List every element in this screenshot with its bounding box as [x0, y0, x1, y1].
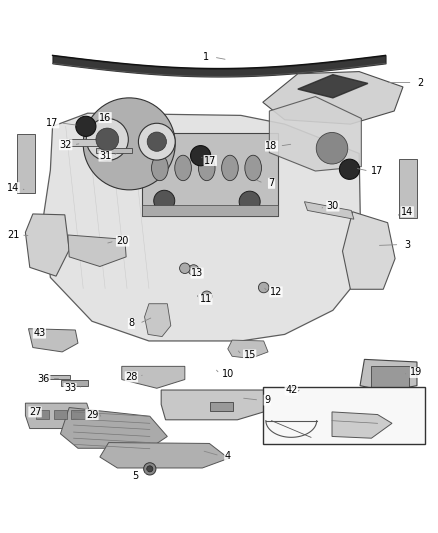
Polygon shape — [100, 442, 229, 468]
Polygon shape — [360, 359, 417, 391]
Polygon shape — [122, 366, 185, 388]
Ellipse shape — [222, 155, 238, 181]
Text: 18: 18 — [265, 141, 278, 151]
Text: 16: 16 — [99, 112, 111, 123]
Circle shape — [154, 190, 175, 211]
Circle shape — [76, 116, 96, 136]
Text: 10: 10 — [222, 369, 234, 379]
Polygon shape — [28, 329, 78, 352]
Text: 3: 3 — [404, 240, 410, 249]
Text: 7: 7 — [268, 178, 275, 188]
Ellipse shape — [245, 155, 261, 181]
Text: 43: 43 — [33, 328, 46, 338]
Polygon shape — [161, 390, 264, 420]
Bar — [17, 134, 35, 193]
Text: 4: 4 — [225, 451, 231, 461]
Polygon shape — [25, 214, 69, 276]
Circle shape — [339, 159, 360, 179]
Bar — [61, 381, 88, 386]
Polygon shape — [263, 71, 403, 124]
Text: 21: 21 — [7, 230, 19, 240]
Text: 30: 30 — [327, 201, 339, 211]
Bar — [142, 205, 278, 216]
Ellipse shape — [198, 155, 215, 181]
Circle shape — [147, 466, 153, 472]
Bar — [43, 375, 70, 378]
Circle shape — [83, 98, 175, 190]
Circle shape — [191, 146, 211, 166]
Bar — [54, 410, 67, 419]
Text: 15: 15 — [244, 350, 256, 360]
Text: 14: 14 — [401, 207, 413, 217]
Polygon shape — [60, 408, 167, 448]
Text: 20: 20 — [117, 236, 129, 246]
Ellipse shape — [152, 155, 168, 181]
Text: 29: 29 — [86, 409, 98, 419]
Polygon shape — [44, 113, 361, 341]
Bar — [36, 410, 49, 419]
Polygon shape — [228, 340, 268, 359]
Text: 8: 8 — [128, 318, 134, 328]
Polygon shape — [68, 235, 126, 266]
Circle shape — [96, 128, 119, 151]
Circle shape — [258, 282, 269, 293]
Polygon shape — [145, 304, 171, 336]
Polygon shape — [25, 403, 91, 429]
Bar — [69, 140, 114, 146]
Circle shape — [188, 265, 199, 275]
Text: 1: 1 — [203, 52, 209, 62]
Text: 9: 9 — [264, 395, 270, 405]
Text: 28: 28 — [125, 372, 138, 382]
Circle shape — [86, 118, 128, 160]
Circle shape — [201, 291, 212, 302]
Text: 14: 14 — [7, 183, 19, 192]
Polygon shape — [269, 96, 361, 171]
Bar — [142, 133, 278, 216]
Circle shape — [147, 132, 166, 151]
Ellipse shape — [175, 155, 191, 181]
Polygon shape — [298, 75, 368, 98]
Text: 11: 11 — [200, 294, 212, 304]
Text: 19: 19 — [410, 367, 422, 377]
Circle shape — [316, 133, 348, 164]
Text: 17: 17 — [46, 118, 59, 128]
Bar — [96, 148, 132, 154]
Text: 2: 2 — [417, 77, 424, 87]
Circle shape — [138, 123, 175, 160]
Bar — [263, 387, 425, 444]
Polygon shape — [343, 212, 395, 289]
Bar — [371, 366, 409, 387]
Text: 42: 42 — [285, 385, 297, 395]
Circle shape — [239, 191, 260, 212]
Text: 36: 36 — [38, 374, 50, 384]
Text: 31: 31 — [99, 151, 111, 161]
Text: 13: 13 — [191, 268, 203, 278]
Text: 12: 12 — [270, 287, 282, 297]
Text: 17: 17 — [371, 166, 383, 176]
Text: 32: 32 — [60, 140, 72, 150]
Text: 27: 27 — [29, 407, 41, 417]
Polygon shape — [332, 412, 392, 438]
Text: 5: 5 — [133, 471, 139, 481]
Polygon shape — [304, 201, 354, 219]
Text: 33: 33 — [64, 383, 76, 393]
Text: 17: 17 — [204, 156, 216, 166]
Bar — [210, 402, 233, 411]
Bar — [71, 410, 85, 419]
Bar — [399, 159, 417, 219]
Circle shape — [180, 263, 190, 273]
Circle shape — [144, 463, 156, 475]
